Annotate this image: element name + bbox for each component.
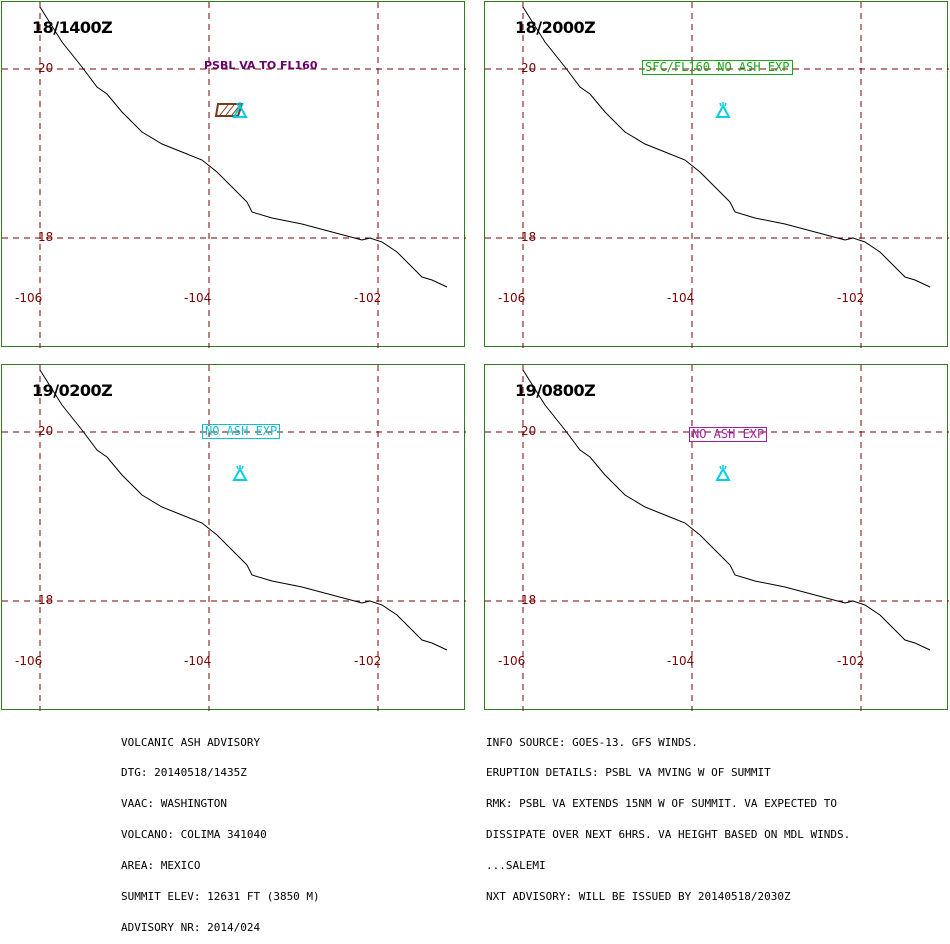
longitude-label: -104 — [667, 654, 695, 668]
advisory-line: VAAC: WASHINGTON — [121, 797, 227, 811]
latitude-label: 20 — [521, 61, 537, 75]
forecast-panel-3: 19/0200Z 20 18 -106 -104 -102 NO ASH EXP — [1, 364, 466, 711]
ash-area-hatch — [225, 104, 235, 116]
ash-forecast-annotation: NO ASH EXP — [202, 424, 281, 439]
longitude-label: -106 — [498, 654, 526, 668]
ash-forecast-annotation: NO ASH EXP — [689, 427, 768, 442]
forecast-panel-4: 19/0800Z 20 18 -106 -104 -102 NO ASH EXP — [484, 364, 949, 711]
longitude-label: -104 — [184, 654, 212, 668]
longitude-label: -106 — [15, 654, 43, 668]
volcano-icon — [715, 465, 731, 481]
coastline — [39, 369, 448, 651]
advisory-line: DISSIPATE OVER NEXT 6HRS. VA HEIGHT BASE… — [486, 828, 851, 842]
forecast-time-label: 18/1400Z — [32, 18, 113, 37]
forecast-panel-1: 18/1400Z 20 18 -106 -104 -102 PSBL VA TO FL160 — [1, 1, 466, 348]
forecast-time-label: 19/0200Z — [32, 381, 113, 400]
map-canvas — [2, 365, 466, 711]
ash-forecast-annotation: PSBL VA TO FL160 — [204, 59, 318, 72]
longitude-label: -102 — [354, 291, 382, 305]
coastline — [522, 369, 931, 651]
latitude-label: 18 — [521, 230, 537, 244]
advisory-line: INFO SOURCE: GOES-13. GFS WINDS. — [486, 735, 698, 749]
advisory-line: SUMMIT ELEV: 12631 FT (3850 M) — [121, 890, 320, 904]
advisory-line: DTG: 20140518/1435Z — [121, 766, 247, 780]
latitude-label: 18 — [521, 593, 537, 607]
longitude-label: -106 — [498, 291, 526, 305]
latitude-label: 20 — [38, 61, 54, 75]
volcano-icon — [715, 102, 731, 118]
ash-area-hatch — [219, 104, 229, 116]
forecast-time-label: 19/0800Z — [515, 381, 596, 400]
longitude-label: -104 — [184, 291, 212, 305]
forecast-time-label: 18/2000Z — [515, 18, 596, 37]
advisory-line: RMK: PSBL VA EXTENDS 15NM W OF SUMMIT. V… — [486, 797, 837, 811]
volcano-icon — [232, 465, 248, 481]
advisory-line: ...SALEMI — [486, 859, 546, 873]
latitude-label: 20 — [38, 424, 54, 438]
advisory-line: VOLCANO: COLIMA 341040 — [121, 828, 267, 842]
latitude-label: 18 — [38, 230, 54, 244]
coastline — [39, 6, 448, 288]
advisory-line: AREA: MEXICO — [121, 859, 201, 873]
map-canvas — [485, 365, 949, 711]
advisory-line: ADVISORY NR: 2014/024 — [121, 920, 261, 934]
longitude-label: -102 — [837, 654, 865, 668]
advisory-line: VOLCANIC ASH ADVISORY — [121, 735, 261, 749]
advisory-line: ERUPTION DETAILS: PSBL VA MVING W OF SUM… — [486, 766, 771, 780]
advisory-line: NXT ADVISORY: WILL BE ISSUED BY 20140518… — [486, 890, 791, 904]
longitude-label: -102 — [354, 654, 382, 668]
map-canvas — [485, 2, 949, 348]
map-canvas — [2, 2, 466, 348]
ash-forecast-annotation: SFC/FL160 NO ASH EXP — [642, 60, 793, 75]
latitude-label: 18 — [38, 593, 54, 607]
volcano-icon — [232, 102, 248, 118]
latitude-label: 20 — [521, 424, 537, 438]
longitude-label: -102 — [837, 291, 865, 305]
longitude-label: -104 — [667, 291, 695, 305]
advisory-info-right: INFO SOURCE: GOES-13. GFS WINDS. ERUPTIO… — [486, 717, 850, 913]
coastline — [522, 6, 931, 288]
longitude-label: -106 — [15, 291, 43, 305]
forecast-panel-2: 18/2000Z 20 18 -106 -104 -102 SFC/FL160 NO ASH… — [484, 1, 949, 348]
advisory-info-left: VOLCANIC ASH ADVISORY DTG: 20140518/1435… — [121, 717, 320, 944]
